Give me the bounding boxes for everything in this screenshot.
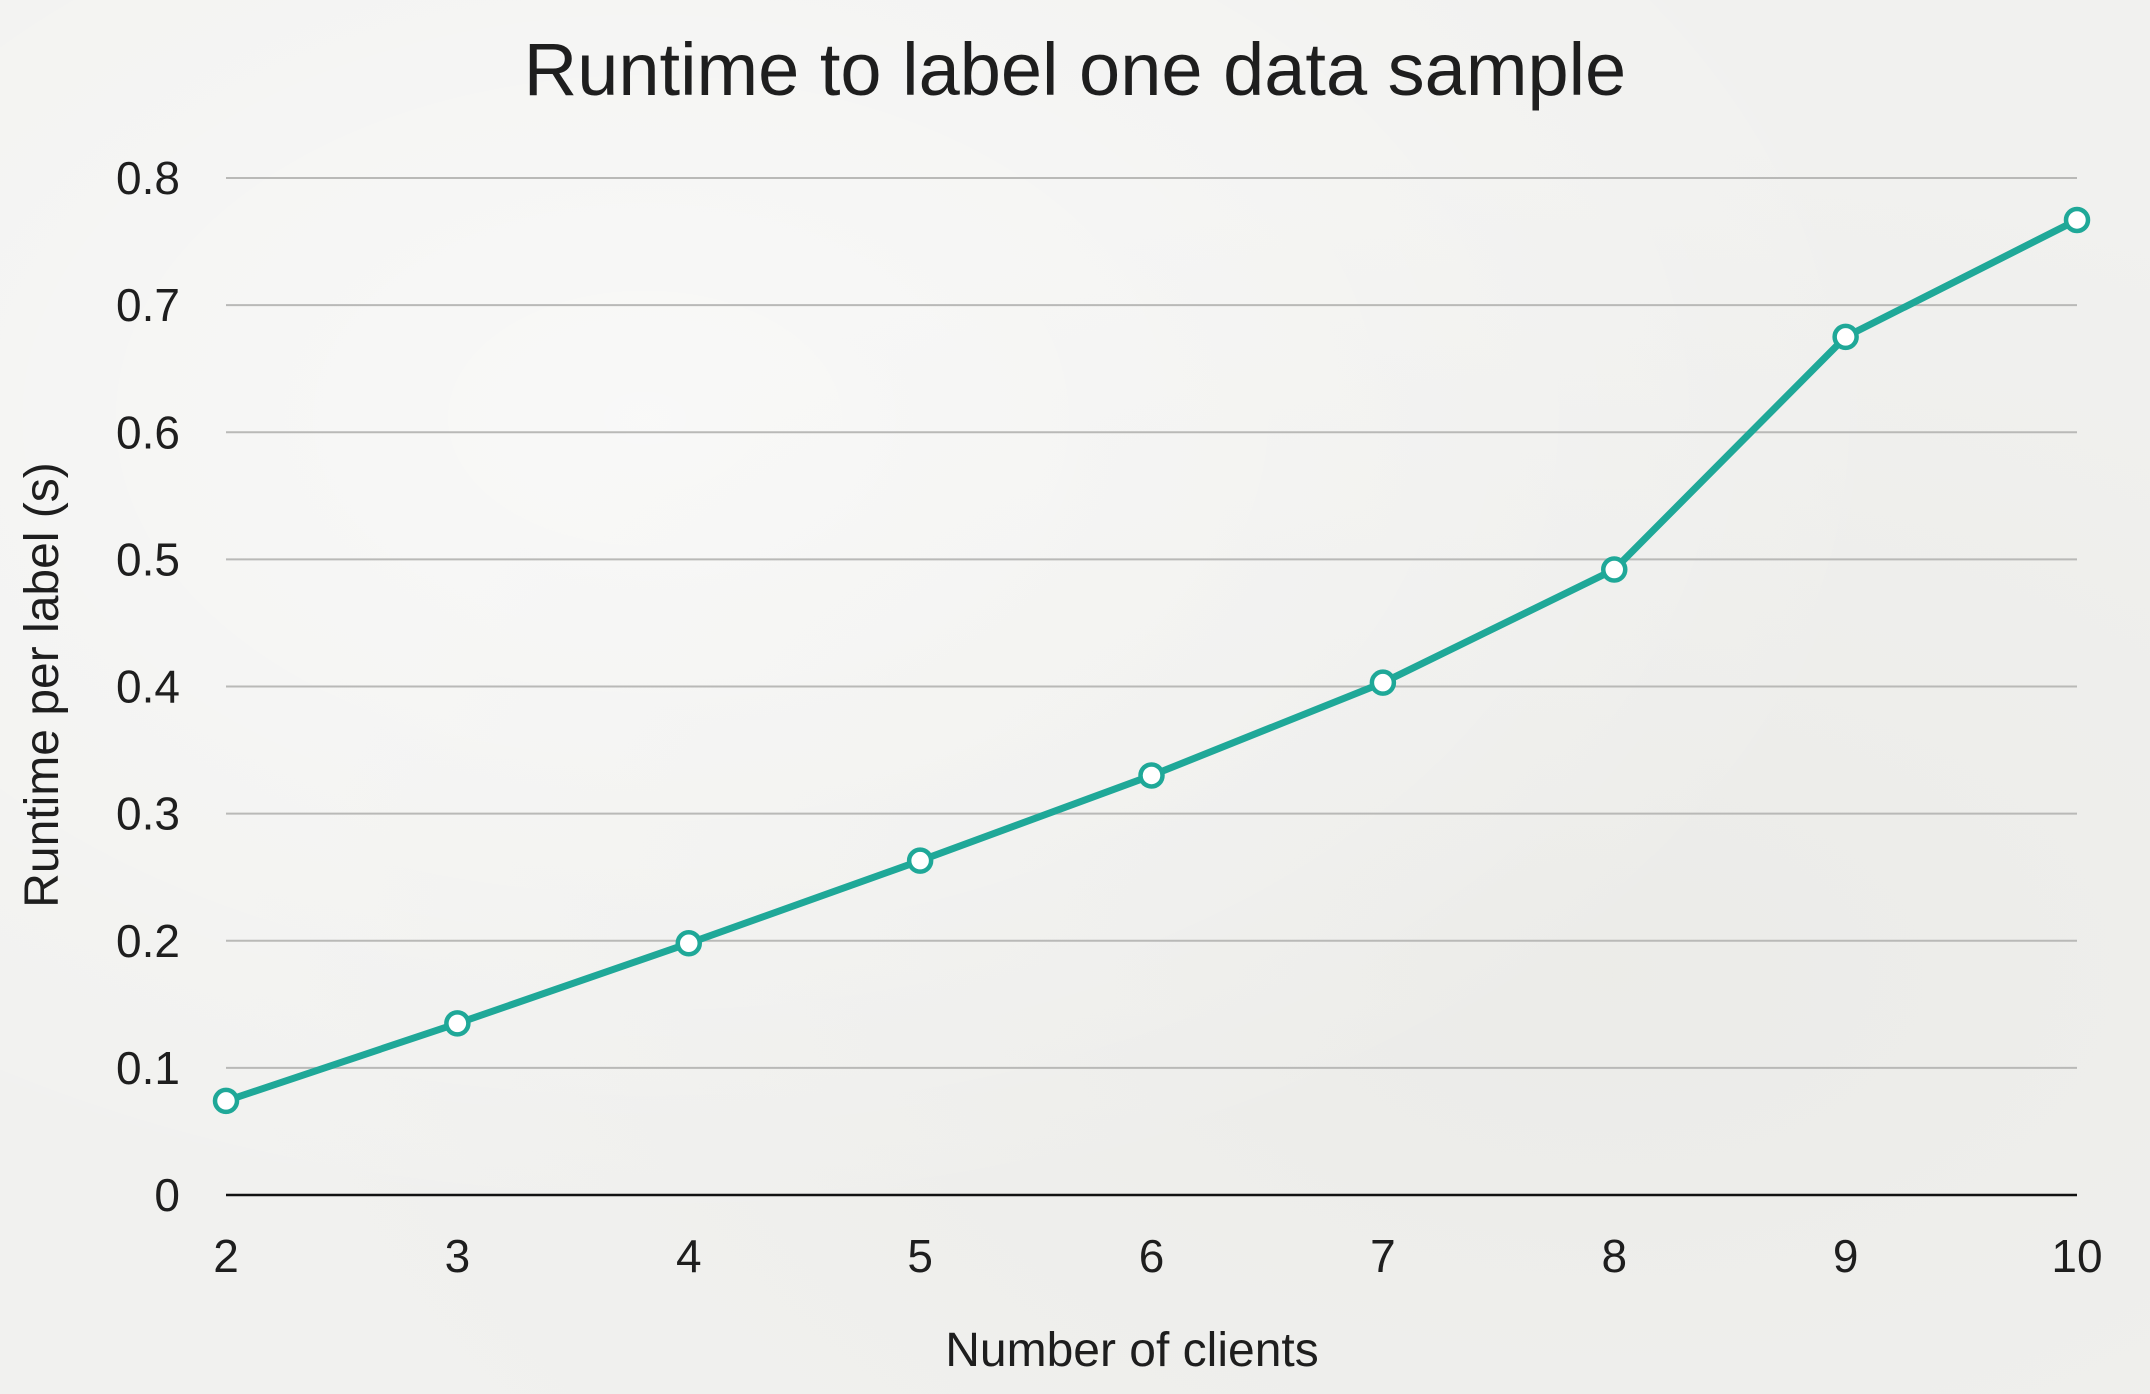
x-tick-label: 7 [1370,1230,1396,1282]
data-point [906,847,934,874]
chart-title: Runtime to label one data sample [524,28,1626,111]
x-tick-label: 4 [676,1230,702,1282]
y-tick-label: 0.5 [116,533,180,585]
data-point [1832,323,1859,351]
series-line [222,216,2081,1105]
y-tick-label: 0.7 [116,279,180,331]
x-tick-label: 2 [213,1230,239,1282]
data-point [1369,669,1397,696]
x-axis-label: Number of clients [945,1324,1318,1377]
x-tick-label: 5 [907,1230,933,1282]
gridlines [226,177,2077,1069]
y-tick-label: 0.2 [116,915,180,967]
data-point [444,1010,471,1037]
data-point [2063,206,2091,234]
data-point [675,930,702,957]
y-tick-label: 0.4 [116,661,180,713]
y-tick-label: 0.6 [116,406,180,458]
x-tick-labels: 2 3 4 5 6 7 8 9 10 [213,1230,2102,1282]
x-tick-label: 9 [1833,1230,1859,1282]
y-tick-labels: 0 0.1 0.2 0.3 0.4 0.5 0.6 0.7 0.8 [116,152,180,1221]
y-tick-label: 0.3 [116,788,180,840]
series [212,206,2091,1115]
x-tick-label: 8 [1601,1230,1627,1282]
x-tick-label: 6 [1139,1230,1165,1282]
y-tick-label: 0.1 [116,1042,180,1094]
y-tick-label: 0 [154,1169,180,1221]
data-point [1601,556,1628,583]
y-tick-label: 0.8 [116,152,180,204]
data-point [1138,762,1165,789]
data-point [212,1087,240,1115]
x-tick-label: 3 [445,1230,471,1282]
y-axis-label: Runtime per label (s) [16,462,69,908]
x-tick-label: 10 [2051,1230,2102,1282]
